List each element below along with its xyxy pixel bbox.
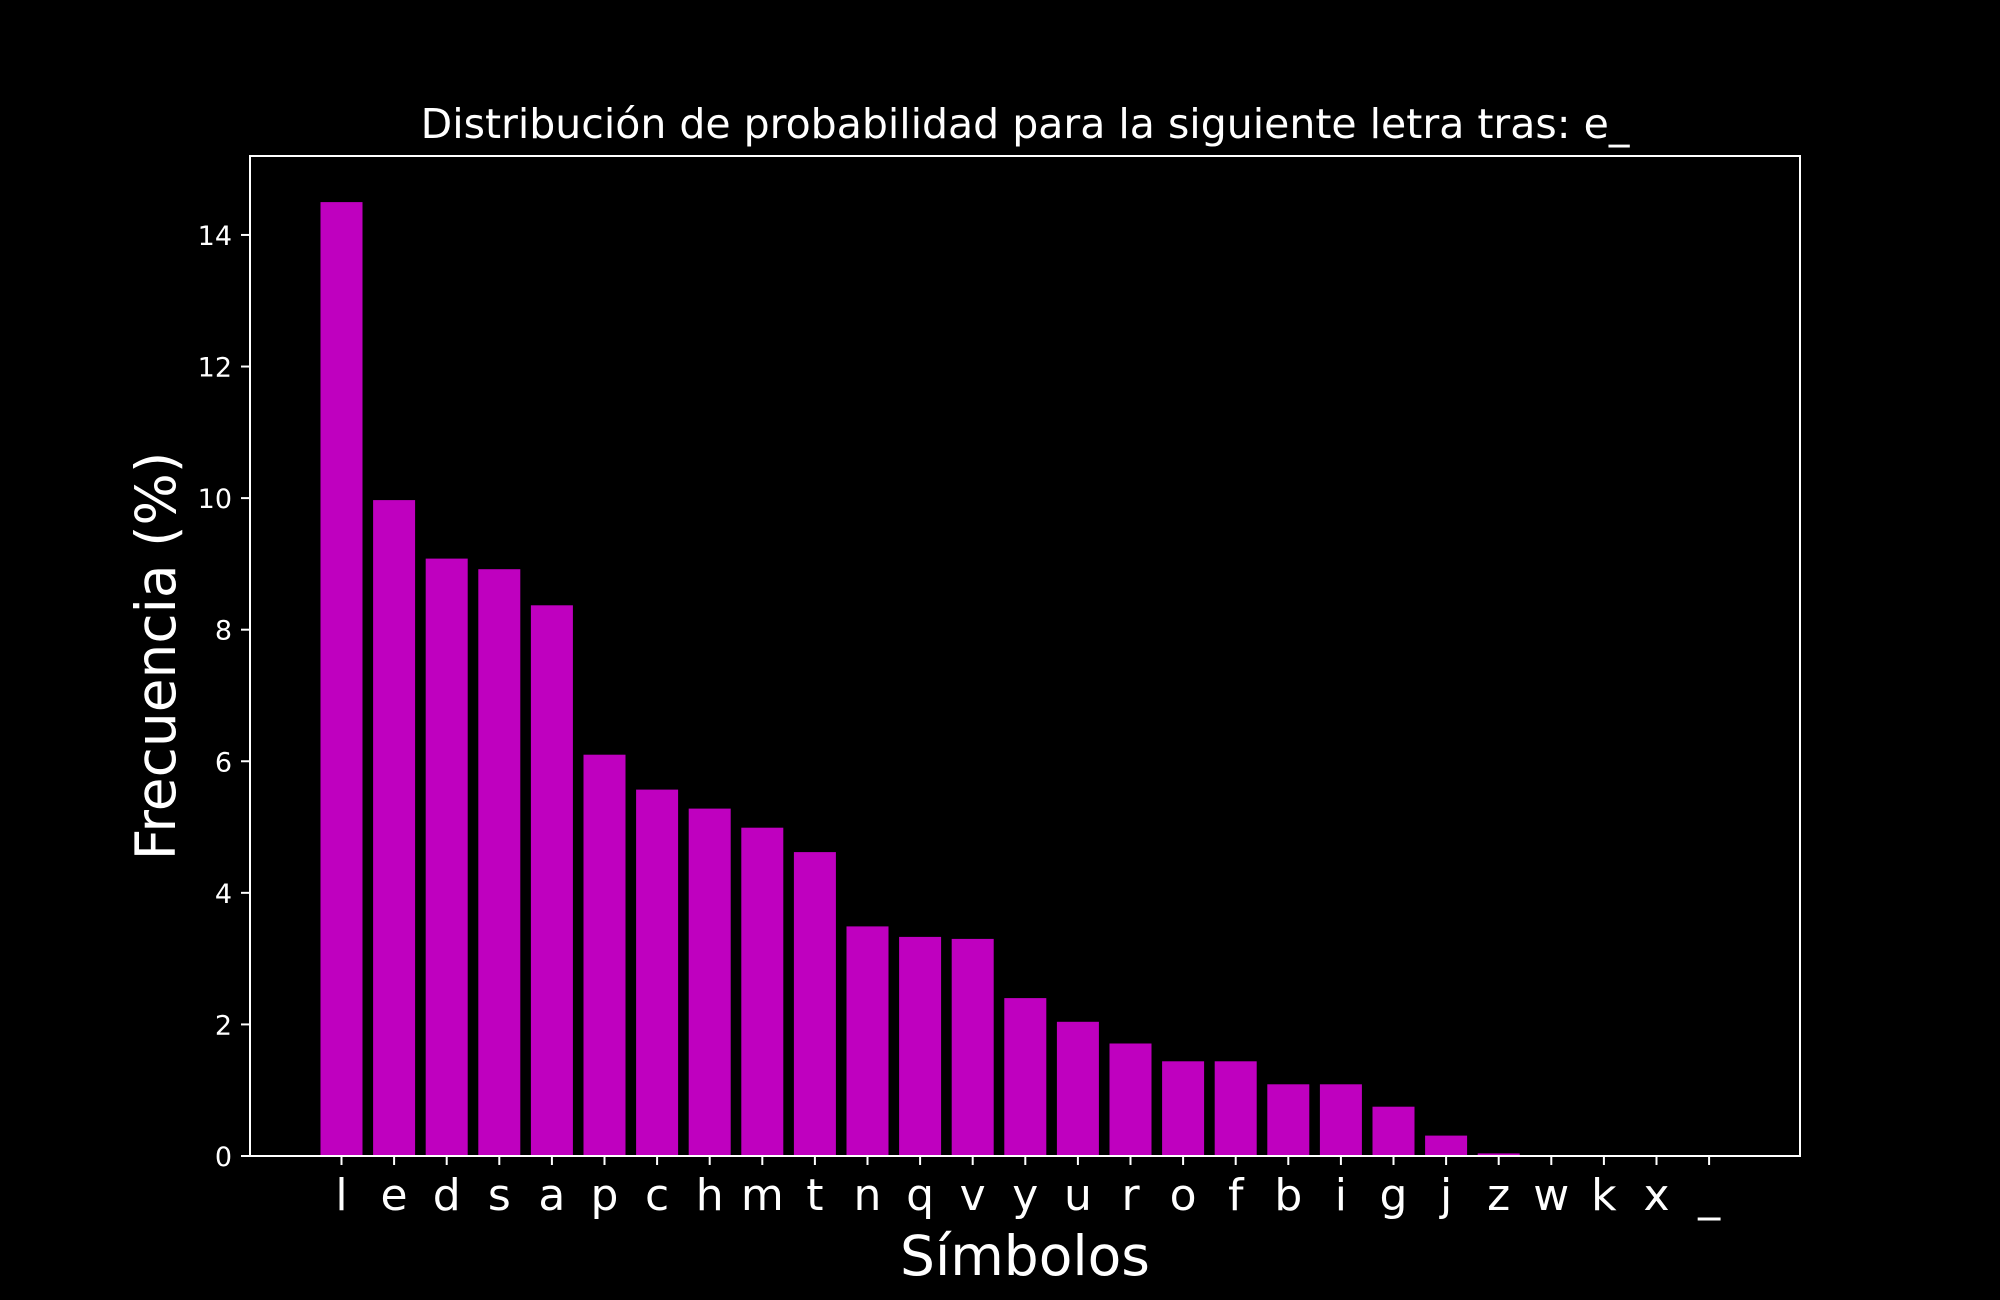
bar-b: [1267, 1084, 1310, 1156]
x-axis-label: Símbolos: [900, 1224, 1150, 1288]
x-tick-label: p: [591, 1170, 619, 1221]
x-tick-label: c: [645, 1170, 669, 1221]
x-tick-label: i: [1335, 1170, 1347, 1221]
bar-f: [1214, 1061, 1257, 1156]
x-tick-label: y: [1012, 1170, 1038, 1221]
bar-o: [1162, 1061, 1205, 1156]
bar-u: [1056, 1021, 1099, 1156]
x-tick-label: x: [1643, 1170, 1669, 1221]
x-tick-label: h: [696, 1170, 724, 1221]
x-tick-label: z: [1487, 1170, 1510, 1221]
bar-r: [1109, 1043, 1152, 1156]
x-tick-label: l: [335, 1170, 347, 1221]
bar-g: [1372, 1106, 1415, 1156]
y-tick-label: 8: [215, 616, 232, 647]
y-axis-label: Frecuencia (%): [124, 452, 188, 861]
y-axis-ticks: 0 2 4 6 8 10 12 14: [198, 221, 250, 1173]
x-tick-label: d: [433, 1170, 461, 1221]
bar-z: [1477, 1153, 1520, 1156]
x-tick-label: q: [906, 1170, 934, 1221]
bar-s: [478, 569, 521, 1156]
x-tick-label: u: [1064, 1170, 1092, 1221]
bar-c: [636, 789, 679, 1156]
x-tick-label: r: [1121, 1170, 1140, 1221]
x-tick-label: _: [1697, 1170, 1721, 1221]
y-tick-label: 10: [198, 484, 232, 515]
bar-j: [1425, 1135, 1468, 1156]
bar-y: [1004, 998, 1047, 1156]
bar-n: [846, 926, 889, 1156]
x-tick-label: m: [741, 1170, 784, 1221]
x-tick-label: e: [381, 1170, 408, 1221]
bar-d: [425, 558, 468, 1156]
y-tick-label: 2: [215, 1010, 232, 1041]
y-tick-label: 6: [215, 747, 232, 778]
bar-a: [530, 605, 573, 1156]
x-tick-label: b: [1274, 1170, 1302, 1221]
y-tick-label: 12: [198, 353, 232, 384]
bar-i: [1319, 1084, 1362, 1156]
x-tick-label: g: [1380, 1170, 1408, 1221]
x-tick-label: k: [1591, 1170, 1617, 1221]
x-tick-label: s: [488, 1170, 511, 1221]
y-tick-label: 4: [215, 879, 232, 910]
x-tick-label: v: [960, 1170, 986, 1221]
x-tick-label: a: [538, 1170, 565, 1221]
bar-h: [688, 808, 731, 1156]
bar-q: [899, 936, 942, 1156]
x-tick-label: j: [1439, 1170, 1452, 1221]
bar-l: [320, 202, 363, 1157]
x-tick-label: w: [1533, 1170, 1569, 1221]
y-tick-label: 0: [215, 1142, 232, 1173]
bar-e: [373, 500, 416, 1157]
y-tick-label: 14: [198, 221, 232, 252]
chart-title: Distribución de probabilidad para la sig…: [421, 100, 1630, 148]
bar-v: [951, 938, 994, 1156]
x-axis-ticks: l e d s a p c h m t n q v y u r o f b i g j z w k x _: [335, 1156, 1721, 1221]
x-tick-label: o: [1170, 1170, 1197, 1221]
x-tick-label: t: [806, 1170, 823, 1221]
bar-t: [793, 852, 836, 1156]
x-tick-label: n: [854, 1170, 882, 1221]
bar-m: [741, 827, 784, 1156]
bar-p: [583, 754, 626, 1156]
x-tick-label: f: [1228, 1170, 1245, 1221]
bars-group: [320, 202, 1520, 1157]
